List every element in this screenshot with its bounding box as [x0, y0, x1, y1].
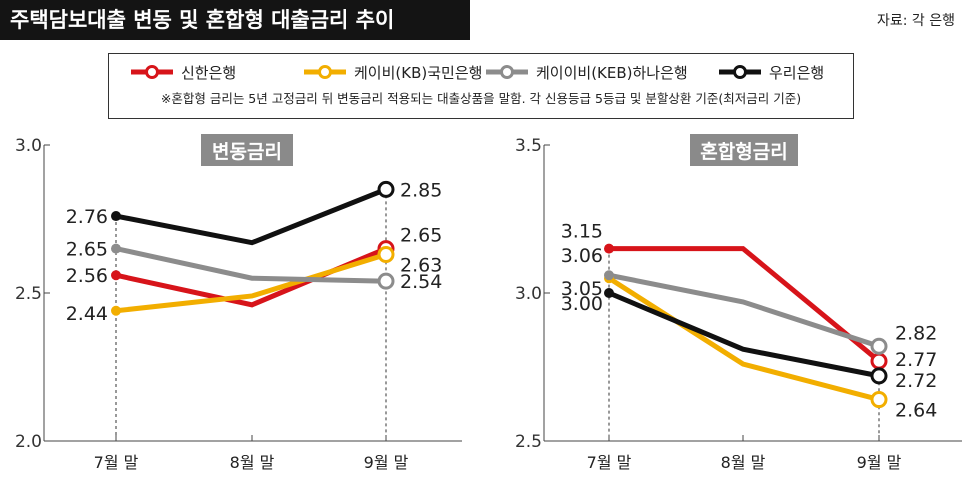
mixed-data-label: 2.64: [895, 400, 937, 422]
legend-item-keb: 케이이비(KEB)하나은행: [484, 60, 688, 84]
mixed-data-label: 3.00: [561, 293, 603, 315]
mixed-data-label: 3.05: [561, 278, 603, 300]
mixed-data-label: 2.82: [895, 322, 937, 344]
legend-label-kb: 케이비(KB)국민은행: [354, 63, 483, 82]
legend-label-keb: 케이이비(KEB)하나은행: [536, 63, 688, 82]
mixed-series-line-1: [607, 276, 880, 402]
mixed-data-label: 3.15: [561, 221, 603, 243]
legend-note: ※혼합형 금리는 5년 고정금리 뒤 변동금리 적용되는 대출상품을 말함. 각…: [160, 91, 802, 106]
variable-data-label: 2.85: [400, 179, 442, 201]
mixed-data-label: 3.06: [561, 245, 603, 267]
legend-marker-shinhan: [131, 65, 173, 79]
variable-y-tick-label: 2.0: [15, 432, 42, 452]
legend-marker-kb: [304, 65, 346, 79]
variable-data-label: 2.56: [66, 265, 108, 287]
variable-data-label: 2.65: [400, 225, 442, 247]
legend-label-shinhan: 신한은행: [181, 63, 237, 82]
mixed-point-end-1: [870, 391, 888, 409]
variable-series-line-2: [115, 246, 387, 284]
mixed-panel-title: 혼합형금리: [700, 140, 787, 163]
variable-point-start-1: [111, 305, 121, 316]
variable-panel-title: 변동금리: [212, 141, 282, 163]
variable-point-end-1: [377, 246, 395, 264]
legend-items: 신한은행 케이비(KB)국민은행 케이이비(KEB)하나은행 우리은행: [109, 60, 853, 84]
variable-data-label: 2.44: [66, 303, 108, 325]
mixed-point-start-0: [604, 243, 614, 254]
mixed-data-label: 2.77: [895, 349, 937, 371]
mixed-point-end-3: [870, 367, 888, 385]
mixed-series-line-0: [609, 246, 881, 364]
mixed-x-tick-label: 8월 말: [721, 453, 766, 472]
mixed-point-start-3: [604, 288, 614, 298]
mixed-y-tick-label: 3.5: [515, 136, 542, 156]
variable-series-line-1: [115, 252, 387, 314]
legend-item-kb: 케이비(KB)국민은행: [302, 60, 482, 84]
mixed-series-line-2: [608, 272, 880, 349]
mixed-data-label: 2.72: [895, 370, 937, 392]
mixed-y-tick-label: 2.5: [515, 432, 542, 452]
variable-series-line-3: [115, 187, 387, 246]
mixed-point-end-2: [870, 337, 888, 355]
variable-y-tick-label: 2.5: [15, 284, 42, 304]
variable-x-tick-label: 8월 말: [230, 453, 275, 472]
variable-data-label: 2.65: [66, 239, 108, 261]
variable-x-tick-label: 7월 말: [94, 453, 139, 472]
variable-x-tick-label: 9월 말: [364, 453, 409, 472]
mixed-x-tick-label: 9월 말: [857, 453, 902, 472]
variable-panel-title-box: [201, 134, 293, 166]
variable-point-start-2: [111, 243, 121, 254]
mixed-panel-title-box: [690, 134, 798, 166]
variable-point-end-3: [377, 180, 395, 198]
chart-title: 주택담보대출 변동 및 혼합형 대출금리 추이: [0, 0, 470, 40]
legend-label-woori: 우리은행: [769, 63, 825, 82]
variable-point-start-3: [111, 211, 121, 222]
variable-point-start-0: [111, 270, 121, 281]
legend: 신한은행 케이비(KB)국민은행 케이이비(KEB)하나은행 우리은행 ※혼합형…: [108, 53, 854, 119]
variable-data-label: 2.76: [66, 206, 108, 228]
variable-y-tick-label: 3.0: [15, 136, 42, 156]
mixed-series-line-3: [608, 290, 880, 379]
mixed-x-tick-label: 7월 말: [587, 453, 632, 472]
variable-data-label: 2.54: [400, 271, 442, 293]
source-note: 자료: 각 은행: [876, 13, 955, 29]
mixed-point-start-2: [604, 270, 614, 281]
legend-item-shinhan: 신한은행: [129, 60, 236, 84]
legend-marker-woori: [719, 65, 761, 79]
mixed-y-tick-label: 3.0: [515, 284, 542, 304]
mixed-point-end-0: [870, 352, 888, 370]
variable-point-end-2: [377, 272, 395, 290]
variable-data-label: 2.63: [400, 255, 442, 277]
legend-item-woori: 우리은행: [717, 60, 824, 84]
legend-marker-keb: [486, 65, 528, 79]
